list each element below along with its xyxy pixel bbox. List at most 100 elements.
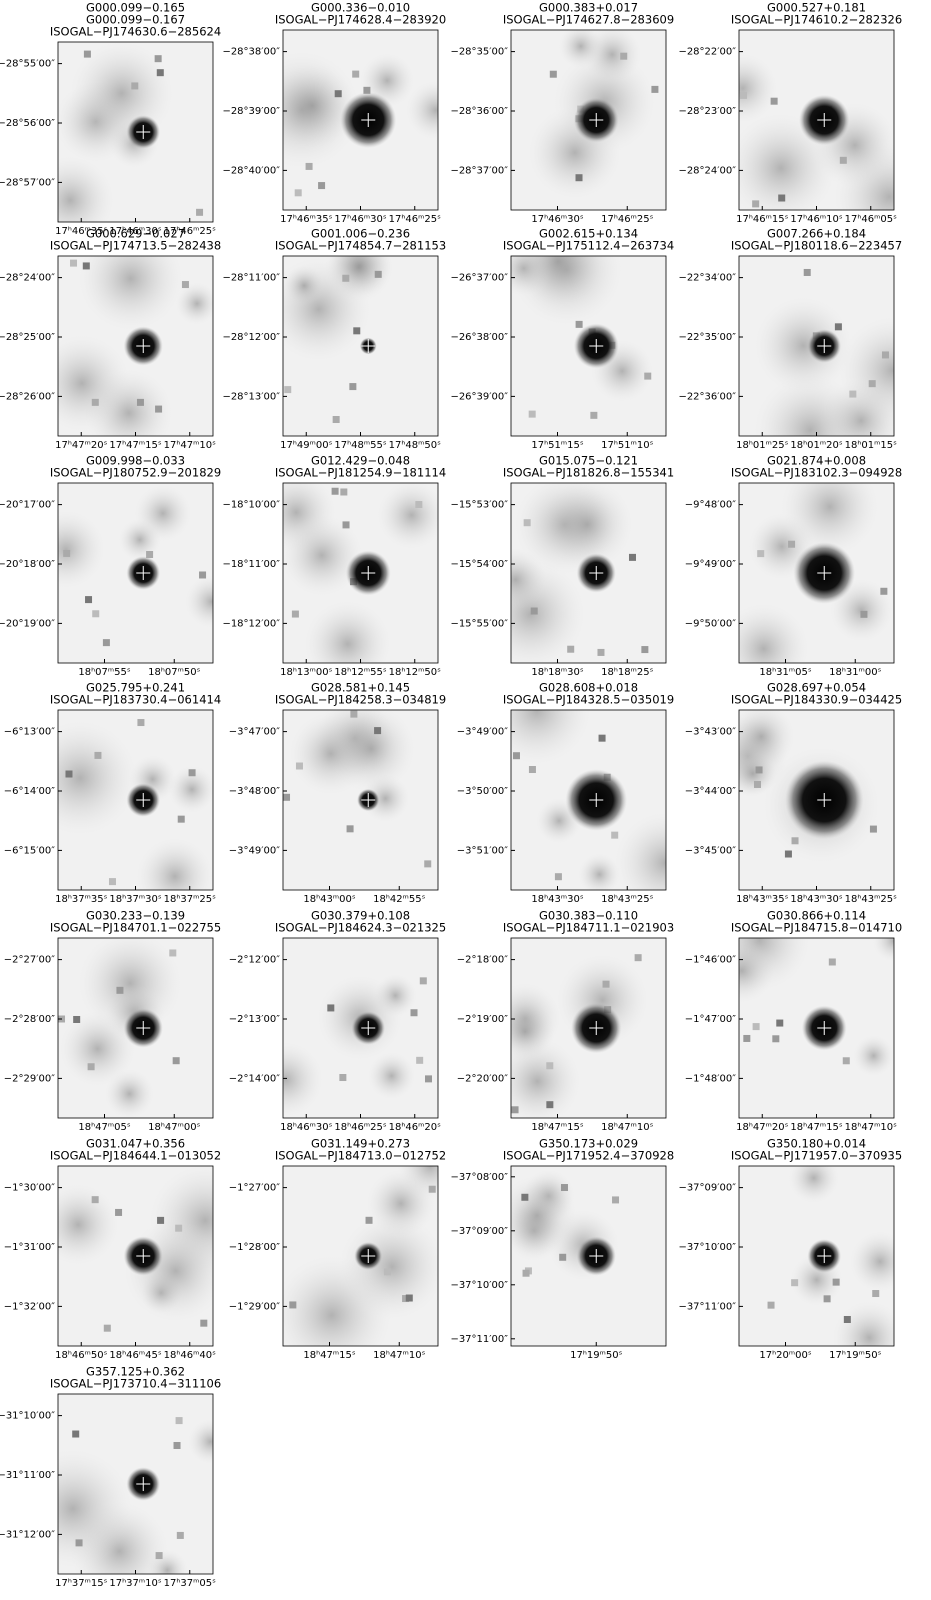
panel-title: G350.180+0.014: [767, 1137, 866, 1151]
y-tick-label: −3°49′00″: [457, 727, 508, 738]
panel-title: G007.266+0.184: [767, 227, 866, 241]
pixel-spot: [177, 815, 185, 823]
pixel-spot: [880, 587, 888, 595]
pixel-spot: [644, 372, 652, 380]
y-tick-label: −18°12′00″: [222, 618, 280, 629]
x-tick-label: 18ʰ47ᵐ20ˢ: [736, 1122, 788, 1133]
pixel-spot: [283, 793, 291, 801]
frame: [510, 255, 667, 437]
haze: [327, 710, 415, 793]
pixel-spot: [788, 540, 796, 548]
panel-title: G000.099−0.167: [86, 13, 185, 27]
haze: [850, 1231, 894, 1292]
image: [511, 256, 666, 436]
x-tick-label: 18ʰ43ᵐ25ˢ: [845, 894, 897, 905]
x-tick-label: 17ʰ46ᵐ10ˢ: [790, 214, 842, 225]
haze: [118, 518, 161, 561]
y-tick-label: −31°12′00″: [0, 1529, 55, 1540]
pixel-spot: [869, 825, 877, 833]
pixel-spot: [199, 571, 207, 579]
crosshair: [589, 1021, 604, 1035]
y-tick-label: −28°40′00″: [222, 165, 280, 176]
pixel-spot: [173, 1441, 181, 1449]
panel-title: ISOGAL−PJ184624.3−021325: [275, 921, 446, 935]
x-tick-label: 18ʰ12ᵐ55ˢ: [334, 667, 386, 678]
image: [739, 30, 894, 210]
pixel-spot: [176, 1531, 184, 1539]
pixel-spot: [743, 1034, 751, 1042]
crosshair: [361, 1249, 376, 1263]
crosshair: [361, 113, 376, 127]
x-tick-label: 18ʰ12ᵐ50ˢ: [389, 667, 441, 678]
crosshair: [361, 566, 376, 580]
pixel-spot: [598, 734, 606, 742]
x-tick-label: 18ʰ18ᵐ30ˢ: [531, 667, 583, 678]
frame: [738, 482, 895, 664]
pixel-spot: [628, 553, 636, 561]
pixel-spot: [383, 1268, 391, 1276]
panel-title: ISOGAL−PJ184328.5−035019: [503, 693, 674, 707]
x-tick-label: 18ʰ43ᵐ25ˢ: [601, 894, 653, 905]
x-tick-label: 17ʰ51ᵐ10ˢ: [601, 440, 653, 451]
haze: [739, 710, 795, 770]
haze: [377, 483, 438, 549]
panel-title: G350.173+0.029: [539, 1137, 638, 1151]
x-tick-label: 18ʰ37ᵐ35ˢ: [55, 894, 107, 905]
pixel-spot: [349, 383, 357, 391]
pixel-spot: [103, 1324, 111, 1332]
x-tick-label: 17ʰ46ᵐ30ˢ: [109, 226, 161, 237]
x-tick-label: 18ʰ42ᵐ55ˢ: [373, 894, 425, 905]
y-tick-label: −1°29′00″: [229, 1301, 280, 1312]
x-tick-label: 18ʰ31ᵐ05ˢ: [759, 667, 811, 678]
y-tick-label: −2°28′00″: [4, 1014, 55, 1025]
y-tick-label: −28°13′00″: [222, 391, 280, 402]
image: [58, 483, 213, 663]
frame: [510, 709, 667, 891]
pixel-spot: [136, 398, 144, 406]
pixel-spot: [200, 1319, 208, 1327]
panel-title: G021.874+0.008: [767, 454, 866, 468]
haze: [185, 575, 213, 628]
y-tick-label: −26°38′00″: [450, 332, 508, 343]
x-tick-label: 18ʰ47ᵐ10ˢ: [845, 1122, 897, 1133]
panel-title: G001.006−0.236: [311, 227, 410, 241]
pixel-spot: [294, 189, 302, 197]
pixel-spot: [363, 86, 371, 94]
pixel-spot: [752, 200, 760, 208]
x-tick-label: 18ʰ47ᵐ05ˢ: [78, 1122, 130, 1133]
y-tick-label: −22°36′00″: [678, 391, 736, 402]
y-tick-label: −2°14′00″: [229, 1073, 280, 1084]
y-tick-label: −18°11′00″: [222, 559, 280, 570]
haze: [511, 710, 591, 765]
x-tick-label: 17ʰ46ᵐ35ˢ: [280, 214, 332, 225]
pixel-spot: [352, 70, 360, 78]
pixel-spot: [772, 1035, 780, 1043]
x-tick-label: 18ʰ47ᵐ15ˢ: [531, 1122, 583, 1133]
haze: [788, 1166, 839, 1203]
x-tick-label: 18ʰ01ᵐ25ˢ: [736, 440, 788, 451]
x-tick-label: 18ʰ46ᵐ30ˢ: [280, 1122, 332, 1133]
crosshair: [136, 793, 151, 807]
crosshair: [589, 339, 604, 353]
pixel-spot: [530, 607, 538, 615]
x-tick-label: 18ʰ37ᵐ30ˢ: [109, 894, 161, 905]
y-tick-label: −28°24′00″: [678, 165, 736, 176]
pixel-spot: [849, 390, 857, 398]
pixel-spot: [102, 639, 110, 647]
crosshair: [136, 566, 151, 580]
pixel-spot: [83, 50, 91, 58]
pixel-spot: [832, 1278, 840, 1286]
x-tick-label: 18ʰ43ᵐ00ˢ: [303, 894, 355, 905]
pixel-spot: [334, 90, 342, 98]
panel-title: ISOGAL−PJ175112.4−263734: [503, 239, 674, 253]
pixel-spot: [172, 1057, 180, 1065]
